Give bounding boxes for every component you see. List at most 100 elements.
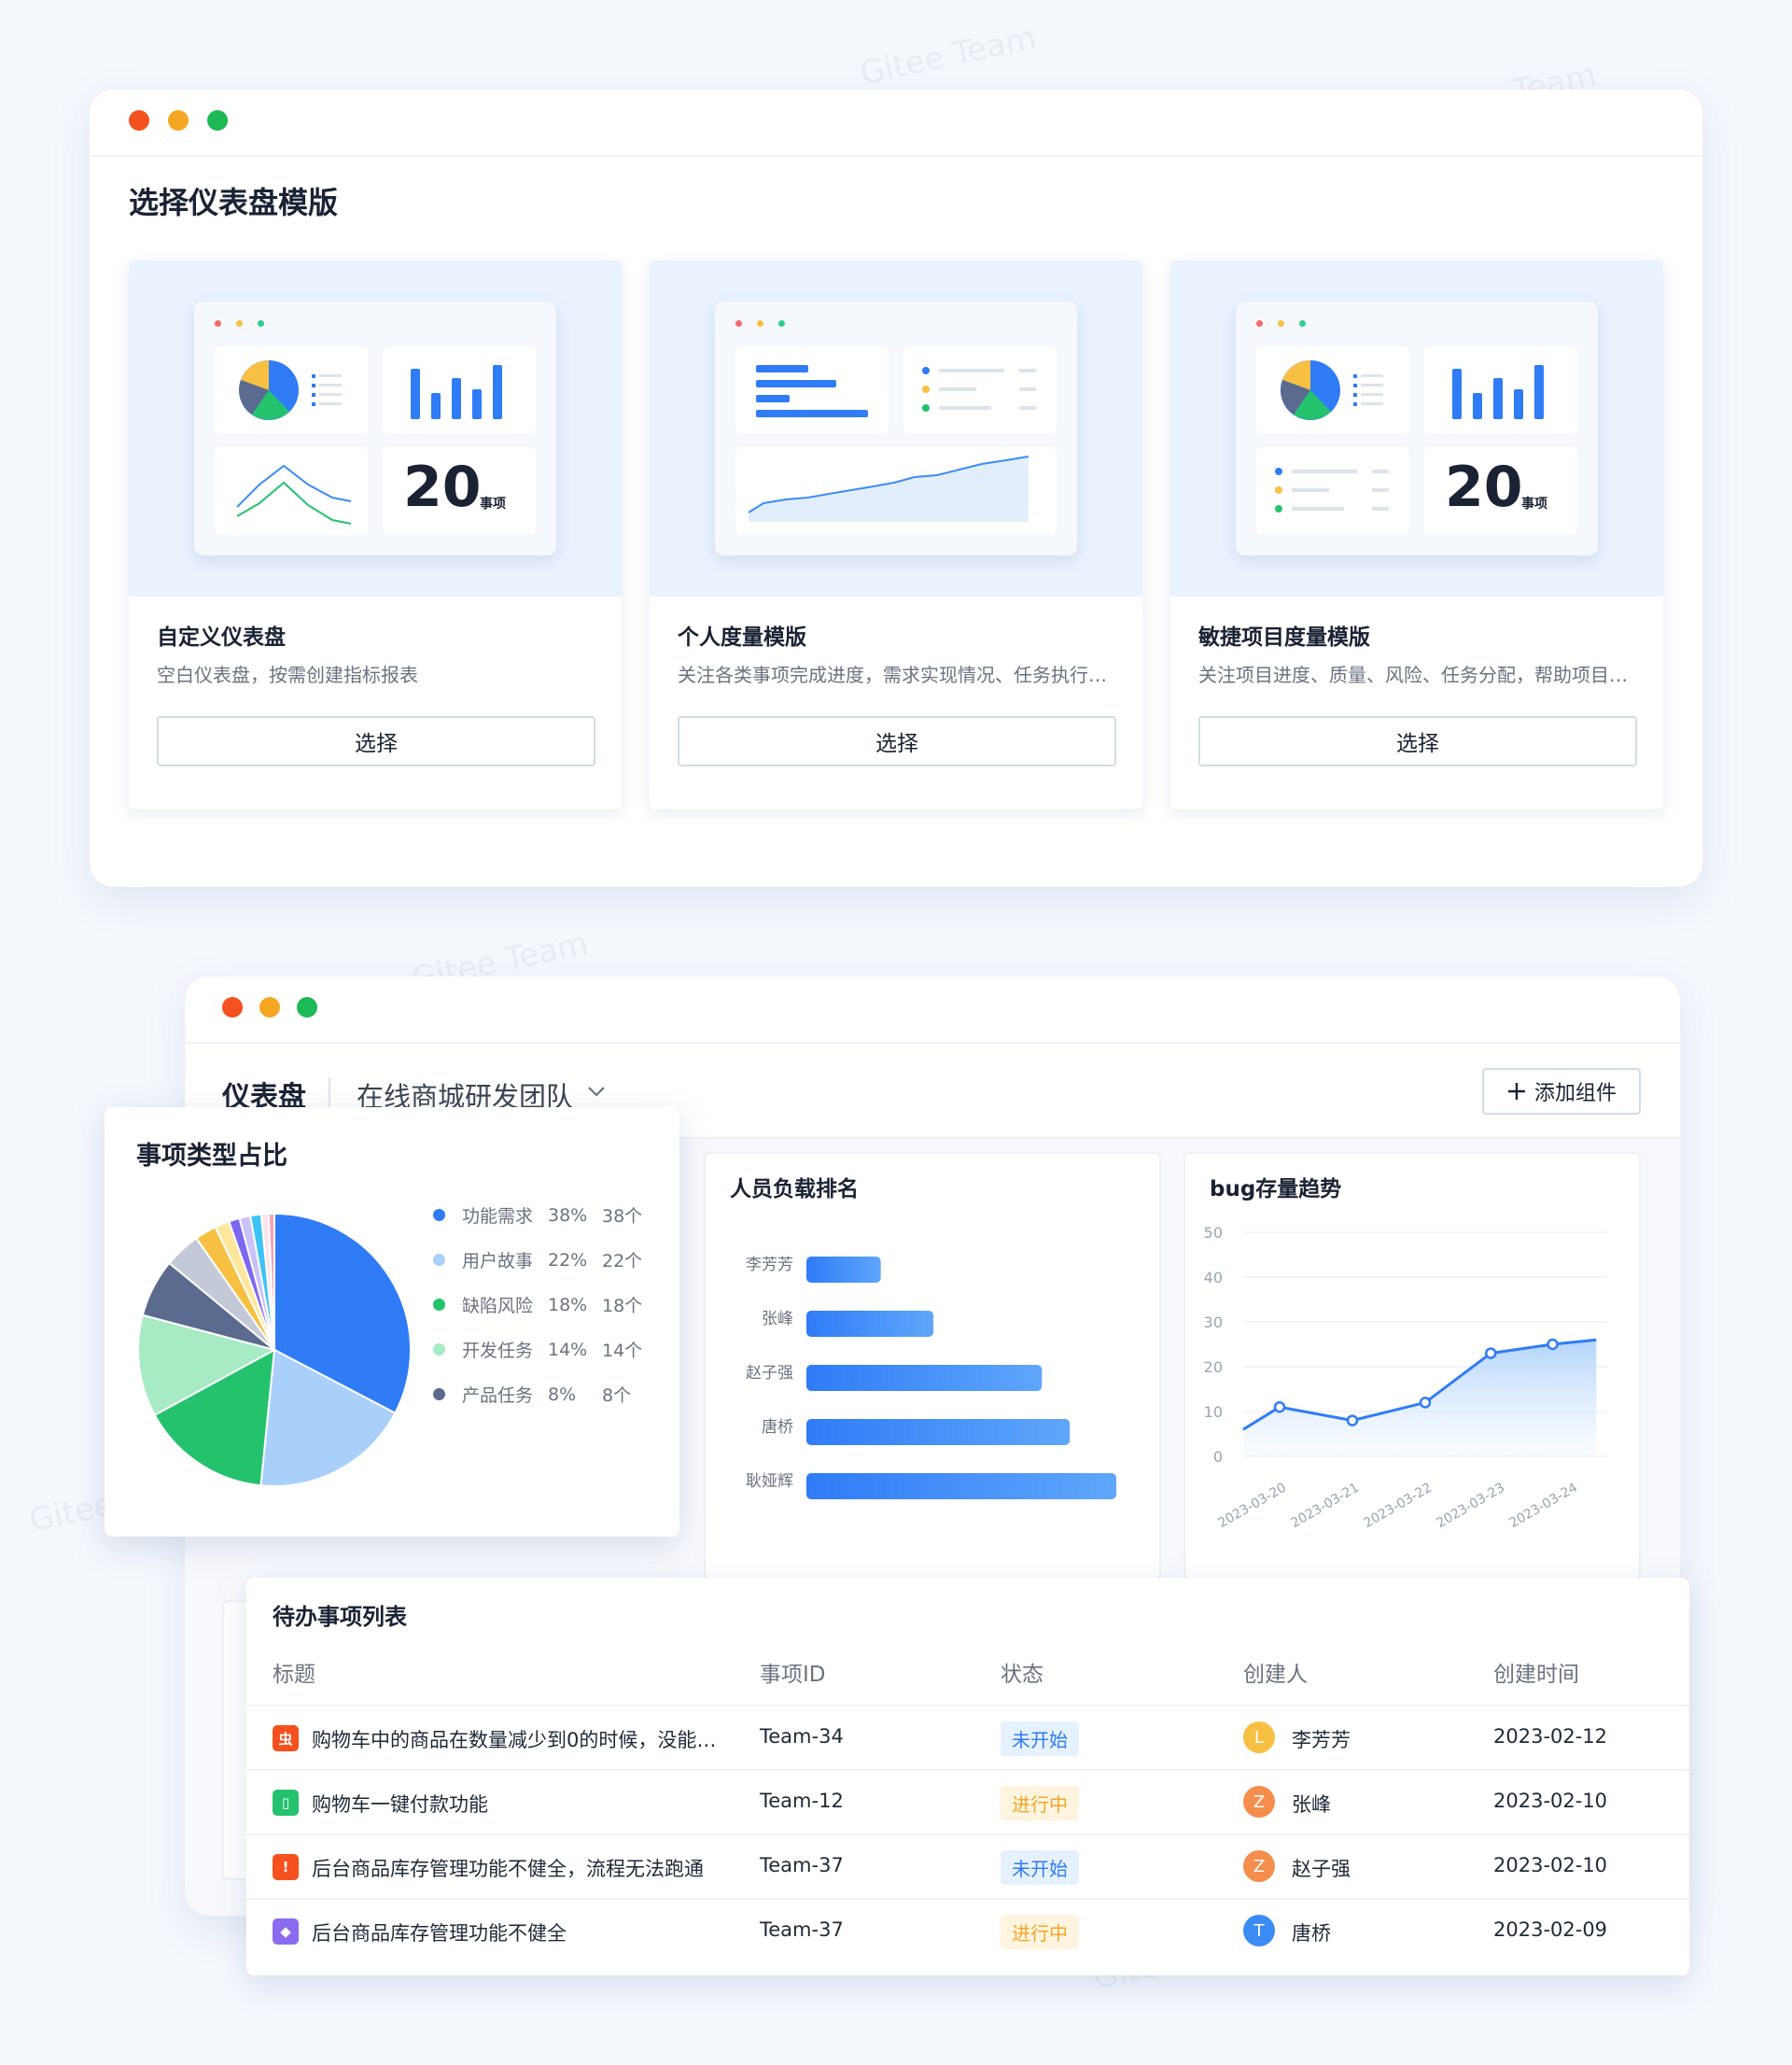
panel-title: 事项类型占比 xyxy=(136,1142,287,1171)
bug-trend-area xyxy=(1243,1340,1597,1456)
window-titlebar xyxy=(185,976,1680,1044)
add-widget-label: 添加组件 xyxy=(1533,1081,1617,1104)
maximize-window-button[interactable] xyxy=(207,110,228,131)
legend-label: 缺陷风险 xyxy=(462,1296,534,1316)
mini-number: 20 xyxy=(403,455,482,520)
template-card-personal[interactable]: 个人度量模版 关注各类事项完成进度，需求实现情况、任务执行情况等 选择 xyxy=(650,260,1142,809)
workload-bar[interactable] xyxy=(806,1473,1116,1499)
workload-bar[interactable] xyxy=(806,1365,1043,1391)
minimize-window-button[interactable] xyxy=(259,997,280,1018)
item-type-pie-chart xyxy=(137,1212,412,1487)
column-header-title[interactable]: 标题 xyxy=(273,1663,315,1687)
template-name: 敏捷项目度量模版 xyxy=(1198,625,1370,650)
y-tick-label: 40 xyxy=(1204,1269,1223,1286)
close-window-button[interactable] xyxy=(222,997,243,1018)
pie-slice[interactable] xyxy=(273,1212,412,1415)
pie-slice[interactable] xyxy=(267,1212,275,1351)
workload-bar[interactable] xyxy=(806,1311,934,1337)
window-titlebar xyxy=(90,90,1702,157)
pie-slice[interactable] xyxy=(259,1348,397,1487)
select-template-button[interactable]: 选择 xyxy=(678,716,1116,766)
maximize-window-button[interactable] xyxy=(297,997,317,1018)
template-desc: 空白仪表盘，按需创建指标报表 xyxy=(157,664,418,686)
y-tick-label: 0 xyxy=(1213,1448,1223,1466)
template-name: 自定义仪表盘 xyxy=(157,625,286,650)
template-card-custom[interactable]: 20 事项 自定义仪表盘 空白仪表盘，按需创建指标报表 选择 xyxy=(129,260,622,809)
table-row[interactable]: ◆ 后台商品库存管理功能不健全 Team-37 进行中 T 唐桥 2023-02… xyxy=(246,1898,1689,1964)
legend-item[interactable]: 功能需求 38% 38个 xyxy=(433,1202,642,1228)
mini-list-tile xyxy=(1256,447,1409,535)
legend-item[interactable]: 开发任务 14% 14个 xyxy=(433,1337,642,1362)
table-row[interactable]: 虫 购物车中的商品在数量减少到0的时候，没能提示用户删除商品 Team-34 未… xyxy=(246,1705,1689,1771)
created-date: 2023-02-10 xyxy=(1493,1854,1608,1876)
mini-area-chart-icon xyxy=(748,456,1029,522)
column-header-creator[interactable]: 创建人 xyxy=(1243,1663,1308,1687)
mini-pie-chart-icon xyxy=(239,360,342,420)
data-point[interactable] xyxy=(1484,1347,1497,1359)
column-header-created-time[interactable]: 创建时间 xyxy=(1493,1663,1579,1687)
avatar: L xyxy=(1243,1721,1275,1753)
data-point[interactable] xyxy=(1547,1338,1559,1351)
select-template-button[interactable]: 选择 xyxy=(1198,716,1637,766)
item-id: Team-34 xyxy=(760,1725,844,1748)
item-id: Team-37 xyxy=(760,1854,844,1876)
x-tick-label: 2023-03-20 xyxy=(1216,1481,1289,1532)
status-badge: 未开始 xyxy=(1001,1850,1079,1885)
template-window: 选择仪表盘模版 xyxy=(90,90,1702,887)
legend-swatch xyxy=(433,1254,445,1266)
legend-item[interactable]: 缺陷风险 18% 18个 xyxy=(433,1292,642,1317)
workload-bar[interactable] xyxy=(806,1419,1071,1445)
mini-number-unit: 事项 xyxy=(480,497,506,512)
data-point[interactable] xyxy=(1346,1414,1359,1426)
mini-pie-tile xyxy=(1256,346,1409,434)
x-tick-label: 2023-03-24 xyxy=(1507,1481,1581,1532)
created-date: 2023-02-10 xyxy=(1493,1790,1608,1812)
creator-name: 唐桥 xyxy=(1292,1922,1331,1945)
mini-bar-tile xyxy=(383,346,536,434)
panel-title: bug存量趋势 xyxy=(1210,1177,1342,1201)
status-badge: 进行中 xyxy=(1001,1915,1079,1949)
legend-percent: 14% xyxy=(548,1339,588,1360)
bug-icon: 虫 xyxy=(273,1725,299,1751)
pie-slice[interactable] xyxy=(153,1348,276,1487)
item-title[interactable]: 后台商品库存管理功能不健全 xyxy=(312,1922,567,1945)
workload-bar[interactable] xyxy=(806,1257,881,1283)
mini-hbar-chart-icon xyxy=(756,365,868,417)
chevron-down-icon[interactable] xyxy=(586,1081,607,1102)
close-window-button[interactable] xyxy=(129,110,149,131)
legend-count: 38个 xyxy=(602,1206,643,1227)
template-preview: 20 事项 xyxy=(129,260,622,597)
y-tick-label: 10 xyxy=(1204,1403,1223,1421)
column-header-status[interactable]: 状态 xyxy=(1001,1663,1043,1687)
data-point[interactable] xyxy=(1273,1400,1286,1413)
data-point[interactable] xyxy=(1419,1397,1432,1409)
x-tick-label: 2023-03-23 xyxy=(1435,1481,1507,1532)
minimize-window-button[interactable] xyxy=(168,110,189,131)
mini-list-icon xyxy=(922,367,1036,412)
legend-item[interactable]: 用户故事 22% 22个 xyxy=(433,1247,642,1272)
mini-area-tile xyxy=(735,447,1057,535)
select-template-button[interactable]: 选择 xyxy=(157,716,595,766)
table-row[interactable]: ! 后台商品库存管理功能不健全，流程无法跑通 Team-37 未开始 Z 赵子强… xyxy=(246,1833,1689,1900)
created-date: 2023-02-09 xyxy=(1493,1918,1608,1941)
item-title[interactable]: 购物车中的商品在数量减少到0的时候，没能提示用户删除商品 xyxy=(312,1729,732,1751)
legend-item[interactable]: 产品任务 8% 8个 xyxy=(433,1382,631,1407)
creator-name: 赵子强 xyxy=(1292,1858,1351,1880)
panel-title: 人员负载排名 xyxy=(730,1177,859,1201)
mini-pie-chart-icon xyxy=(1281,360,1383,420)
item-title[interactable]: 后台商品库存管理功能不健全，流程无法跑通 xyxy=(312,1858,704,1880)
table-row[interactable]: ▯ 购物车一键付款功能 Team-12 进行中 Z 张峰 2023-02-10 xyxy=(246,1769,1689,1835)
pie-slice[interactable] xyxy=(137,1313,277,1417)
plus-icon xyxy=(1507,1083,1525,1100)
item-title[interactable]: 购物车一键付款功能 xyxy=(312,1793,488,1816)
bar-label: 唐桥 xyxy=(762,1417,793,1437)
template-card-agile[interactable]: 20 事项 敏捷项目度量模版 关注项目进度、质量、风险、任务分配，帮助项目管理者… xyxy=(1170,260,1663,809)
mini-list-tile xyxy=(903,346,1057,434)
template-name: 个人度量模版 xyxy=(678,625,806,650)
item-id: Team-12 xyxy=(760,1790,844,1812)
add-widget-button[interactable]: 添加组件 xyxy=(1482,1068,1641,1115)
y-tick-label: 20 xyxy=(1204,1358,1223,1376)
column-header-id[interactable]: 事项ID xyxy=(760,1663,826,1687)
legend-percent: 8% xyxy=(548,1384,577,1405)
